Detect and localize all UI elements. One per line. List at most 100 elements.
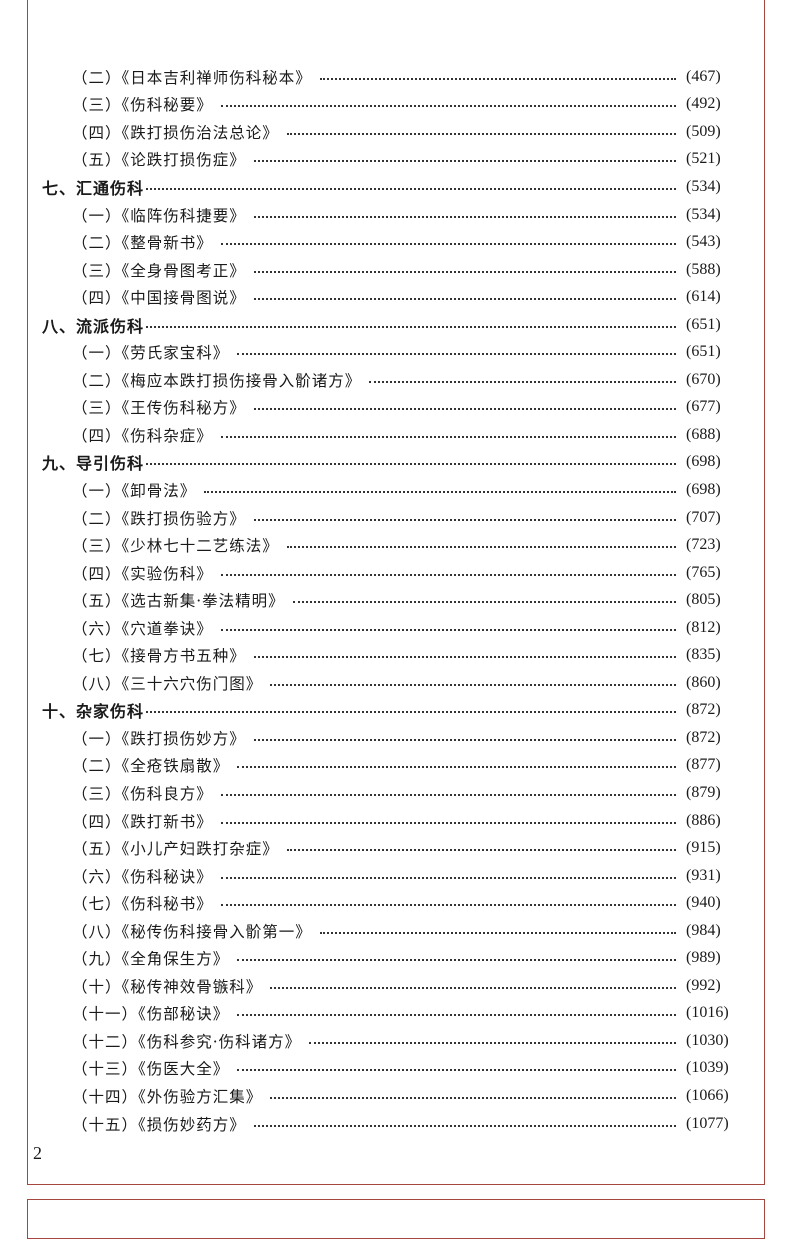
leader-dots <box>237 766 676 769</box>
entry-title: （二）《整骨新书》 <box>72 234 213 253</box>
entry-title: （二）《跌打损伤验方》 <box>72 509 246 528</box>
entry-title: （五）《小儿产妇跌打杂症》 <box>72 840 279 859</box>
toc-entry: （三）《伤科良方》 (879) <box>0 779 790 807</box>
entry-title: （一）《卸骨法》 <box>72 481 197 500</box>
toc-entry: （一）《临阵伤科捷要》 (534) <box>0 201 790 229</box>
toc-entry: （四）《跌打损伤治法总论》 (509) <box>0 118 790 146</box>
entry-title: （三）《少林七十二艺练法》 <box>72 537 279 556</box>
entry-page: (534) <box>686 205 721 223</box>
entry-page: (877) <box>686 756 721 774</box>
entry-title: （五）《论跌打损伤症》 <box>72 151 246 170</box>
entry-title: （十五）《损伤妙药方》 <box>72 1115 246 1134</box>
entry-title: （三）《全身骨图考正》 <box>72 261 246 280</box>
leader-dots <box>292 601 676 604</box>
entry-page: (931) <box>686 866 721 884</box>
leader-dots <box>253 656 676 659</box>
entry-page: (805) <box>686 591 721 609</box>
entry-page: (765) <box>686 563 721 581</box>
toc-section: 十、杂家伤科 (872) <box>0 697 790 725</box>
toc-entry: （四）《实验伤科》 (765) <box>0 559 790 587</box>
toc-entry: （十二）《伤科参究·伤科诸方》 (1030) <box>0 1027 790 1055</box>
leader-dots <box>237 1069 676 1072</box>
entry-title: （二）《梅应本跌打损伤接骨入骱诸方》 <box>72 371 362 390</box>
entry-page: (1066) <box>686 1087 729 1104</box>
leader-dots <box>253 160 676 163</box>
leader-dots <box>220 435 676 438</box>
entry-title: （十三）《伤医大全》 <box>72 1060 230 1079</box>
leader-dots <box>204 490 676 493</box>
toc-entry: （十三）《伤医大全》 (1039) <box>0 1055 790 1083</box>
entry-title: （九）《全角保生方》 <box>72 950 230 969</box>
leader-dots <box>220 904 676 907</box>
entry-page: (812) <box>686 618 721 636</box>
leader-dots <box>220 105 676 108</box>
toc-section: 七、汇通伤科 (534) <box>0 173 790 201</box>
toc-entry: （七）《伤科秘书》 (940) <box>0 889 790 917</box>
entry-page: (1077) <box>686 1114 729 1132</box>
entry-title: （七）《伤科秘书》 <box>72 895 213 914</box>
entry-page: (872) <box>686 701 721 719</box>
entry-title: （十一）《伤部秘诀》 <box>72 1005 230 1024</box>
entry-page: (835) <box>686 646 721 664</box>
toc-entry: （五）《论跌打损伤症》 (521) <box>0 146 790 174</box>
leader-dots <box>146 711 676 714</box>
entry-title: （三）《王传伤科秘方》 <box>72 399 246 418</box>
entry-title: （四）《中国接骨图说》 <box>72 289 246 308</box>
entry-page: (915) <box>686 839 721 857</box>
toc-entry: （八）《三十六穴伤门图》 (860) <box>0 669 790 697</box>
toc-entry: （六）《伤科秘诀》 (931) <box>0 862 790 890</box>
toc-entry: （六）《穴道拳诀》 (812) <box>0 614 790 642</box>
entry-page: (872) <box>686 728 721 746</box>
leader-dots <box>253 1124 676 1127</box>
entry-title: （八）《秘传伤科接骨入骱第一》 <box>72 922 312 941</box>
entry-title: （三）《伤科良方》 <box>72 784 213 803</box>
entry-title: （六）《穴道拳诀》 <box>72 619 213 638</box>
leader-dots <box>146 463 676 466</box>
entry-page: (651) <box>686 343 721 361</box>
toc-entry: （八）《秘传伤科接骨入骱第一》 (984) <box>0 917 790 945</box>
entry-title: （十）《秘传神效骨镞科》 <box>72 977 263 996</box>
entry-page: (492) <box>686 95 721 113</box>
toc-entry: （二）《全疮铁扇散》 (877) <box>0 752 790 780</box>
entry-page: (677) <box>686 398 721 416</box>
entry-page: (860) <box>686 673 721 691</box>
toc-entry: （十四）《外伤验方汇集》 (1066) <box>0 1082 790 1110</box>
leader-dots <box>286 132 676 135</box>
leader-dots <box>146 187 676 190</box>
leader-dots <box>220 793 676 796</box>
toc-entry: （五）《选古新集·拳法精明》 (805) <box>0 586 790 614</box>
toc-entry: （三）《王传伤科秘方》 (677) <box>0 394 790 422</box>
leader-dots <box>319 931 676 934</box>
entry-page: (989) <box>686 949 721 967</box>
entry-title: （六）《伤科秘诀》 <box>72 867 213 886</box>
entry-title: （十二）《伤科参究·伤科诸方》 <box>72 1032 302 1051</box>
entry-page: (1030) <box>686 1031 729 1049</box>
leader-dots <box>253 738 676 741</box>
entry-page: (534) <box>686 177 721 195</box>
leader-dots <box>319 77 676 80</box>
entry-page: (688) <box>686 425 721 443</box>
entry-page: (509) <box>686 122 721 140</box>
next-page-frame <box>27 1199 765 1239</box>
leader-dots <box>286 849 676 852</box>
toc-entry: （四）《伤科杂症》 (688) <box>0 421 790 449</box>
leader-dots <box>237 1014 676 1017</box>
entry-title: 十、杂家伤科 <box>42 702 145 722</box>
toc-entry: （四）《中国接骨图说》 (614) <box>0 283 790 311</box>
leader-dots <box>220 573 676 576</box>
table-of-contents: （二）《日本吉利禅师伤科秘本》 (467) （三）《伤科秘要》 (492) （四）《跌打… <box>0 63 790 1137</box>
leader-dots <box>253 270 676 273</box>
toc-entry: （二）《跌打损伤验方》 (707) <box>0 504 790 532</box>
entry-page: (1016) <box>686 1004 729 1022</box>
entry-title: （二）《日本吉利禅师伤科秘本》 <box>72 68 312 87</box>
toc-section: 九、导引伤科 (698) <box>0 449 790 477</box>
entry-page: (879) <box>686 783 721 801</box>
toc-entry: （三）《少林七十二艺练法》 (723) <box>0 531 790 559</box>
entry-page: (614) <box>686 288 721 306</box>
leader-dots <box>237 353 676 356</box>
toc-entry: （二）《日本吉利禅师伤科秘本》 (467) <box>0 63 790 91</box>
entry-title: （一）《劳氏家宝科》 <box>72 344 230 363</box>
entry-page: (588) <box>686 260 721 278</box>
leader-dots <box>253 298 676 301</box>
leader-dots <box>369 380 676 383</box>
